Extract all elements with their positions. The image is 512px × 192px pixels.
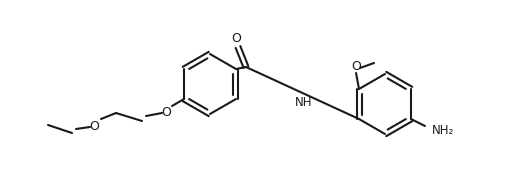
Text: O: O (161, 107, 171, 119)
Text: O: O (89, 121, 99, 133)
Text: O: O (351, 60, 361, 73)
Text: NH₂: NH₂ (432, 124, 454, 137)
Text: O: O (231, 32, 241, 46)
Text: NH: NH (295, 95, 312, 108)
